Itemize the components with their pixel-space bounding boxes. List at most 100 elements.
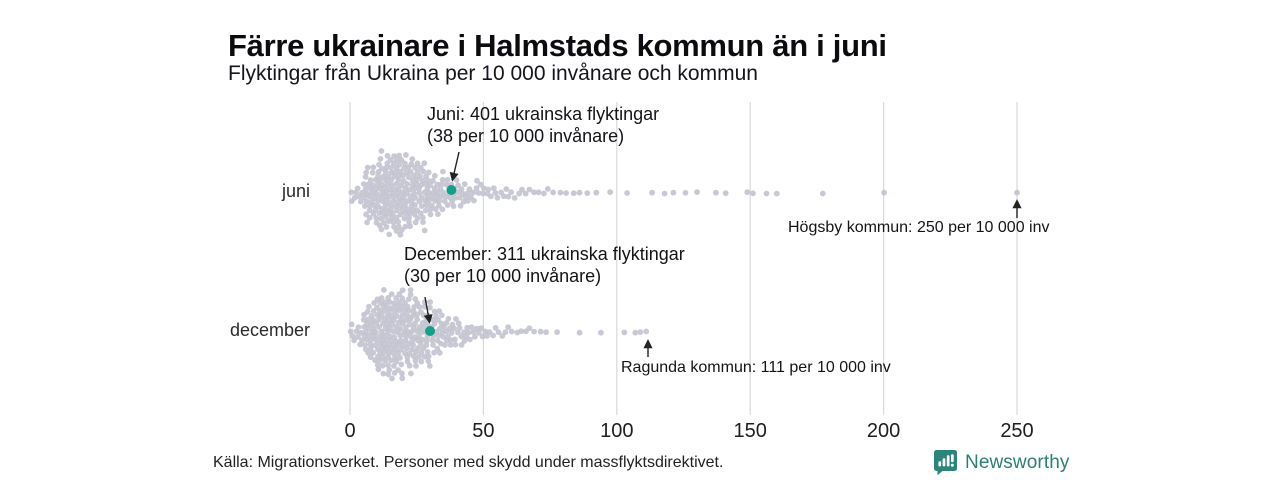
municipality-dot [398, 346, 405, 353]
municipality-dot [348, 321, 355, 328]
municipality-dot [406, 186, 413, 193]
municipality-dot [391, 363, 397, 369]
municipality-dot [408, 161, 415, 168]
municipality-dot [347, 328, 354, 335]
municipality-dot [387, 157, 394, 163]
municipality-dot [402, 223, 409, 230]
municipality-dot [406, 321, 413, 328]
municipality-dot [508, 328, 515, 335]
municipality-dot [531, 328, 537, 335]
municipality-dot [396, 161, 403, 168]
highlight-dot-halmstad-december [425, 326, 436, 336]
municipality-dot [486, 329, 493, 335]
municipality-dot [535, 189, 542, 196]
newsworthy-brand: Newsworthy [933, 449, 1069, 476]
municipality-dot [481, 185, 487, 192]
municipality-dot [416, 304, 423, 310]
municipality-dot [819, 190, 826, 197]
municipality-dot [360, 181, 367, 187]
row-label-december: december [229, 320, 310, 340]
municipality-dot [424, 349, 431, 355]
municipality-dot [472, 333, 478, 340]
municipality-dot [1014, 189, 1020, 196]
municipality-dot [477, 181, 484, 188]
municipality-dot [431, 172, 438, 179]
municipality-dot [409, 156, 416, 163]
municipality-dot [366, 303, 372, 310]
municipality-dot [426, 189, 433, 196]
municipality-dot [406, 307, 412, 314]
municipality-dot [405, 174, 412, 181]
municipality-dot [412, 195, 419, 201]
municipality-dot [369, 169, 376, 176]
municipality-dot [413, 363, 419, 369]
municipality-dot [351, 337, 357, 344]
gridlines [349, 102, 1018, 415]
municipality-dot [490, 185, 497, 192]
newsworthy-logo-icon [934, 450, 957, 476]
municipality-dot [661, 190, 668, 197]
municipality-dot [452, 336, 458, 343]
municipality-dot [387, 202, 394, 209]
annotation-december-line1: December: 311 ukrainska flyktingar [404, 244, 685, 264]
municipality-dot [474, 177, 480, 184]
municipality-dot [447, 342, 454, 348]
municipality-dot [492, 189, 499, 196]
municipality-dot [436, 308, 443, 314]
x-tick-label: 250 [1000, 420, 1033, 442]
annotation-arrows [423, 151, 1022, 357]
municipality-dot [670, 189, 677, 196]
municipality-dot [363, 211, 369, 218]
municipality-dot [358, 198, 364, 205]
municipality-dot [404, 181, 411, 187]
municipality-dot [476, 329, 482, 336]
municipality-dot [435, 316, 441, 323]
municipality-dot [495, 329, 502, 336]
chart-title: Färre ukrainare i Halmstads kommun än i … [228, 27, 887, 63]
municipality-dot [444, 176, 451, 183]
municipality-dot [522, 190, 529, 197]
municipality-dot [694, 189, 700, 196]
dot-row-juni [348, 148, 1020, 238]
x-tick-label: 50 [472, 420, 494, 442]
municipality-dot [414, 215, 421, 222]
municipality-dot [598, 329, 604, 336]
municipality-dot [384, 153, 391, 159]
municipality-dot [382, 299, 388, 306]
newsworthy-brand-name: Newsworthy [965, 451, 1070, 473]
municipality-dot [364, 308, 371, 315]
municipality-dot [427, 211, 434, 218]
municipality-dot [429, 337, 436, 344]
dot-row-december [347, 287, 650, 382]
municipality-dot [364, 164, 371, 171]
arrow-juni-highlight [449, 151, 460, 182]
municipality-dot [418, 349, 425, 356]
municipality-dot [550, 189, 556, 196]
municipality-dot [438, 181, 445, 188]
municipality-dot [431, 308, 438, 315]
municipality-dot [384, 313, 391, 319]
municipality-dot [398, 361, 405, 368]
municipality-dot [403, 345, 410, 352]
municipality-dot [607, 189, 613, 196]
municipality-dot [466, 186, 473, 193]
municipality-dot [422, 207, 429, 214]
municipality-dot [406, 362, 413, 369]
municipality-dot [349, 333, 356, 339]
municipality-dot [413, 181, 420, 188]
municipality-dot [440, 334, 447, 340]
municipality-dot [365, 350, 372, 356]
municipality-dot [378, 148, 385, 154]
municipality-dot [488, 193, 494, 200]
municipality-dot [531, 189, 537, 196]
municipality-dot [427, 182, 433, 189]
municipality-dot [369, 182, 376, 188]
municipality-dot [364, 337, 371, 343]
municipality-dot [406, 214, 412, 221]
municipality-dot [418, 358, 425, 365]
municipality-dot [456, 194, 463, 201]
municipality-dot [440, 168, 446, 175]
annotation-hogsby-outlier: Högsby kommun: 250 per 10 000 inv [788, 219, 1050, 236]
municipality-dot [373, 337, 380, 343]
municipality-dot [393, 358, 400, 365]
